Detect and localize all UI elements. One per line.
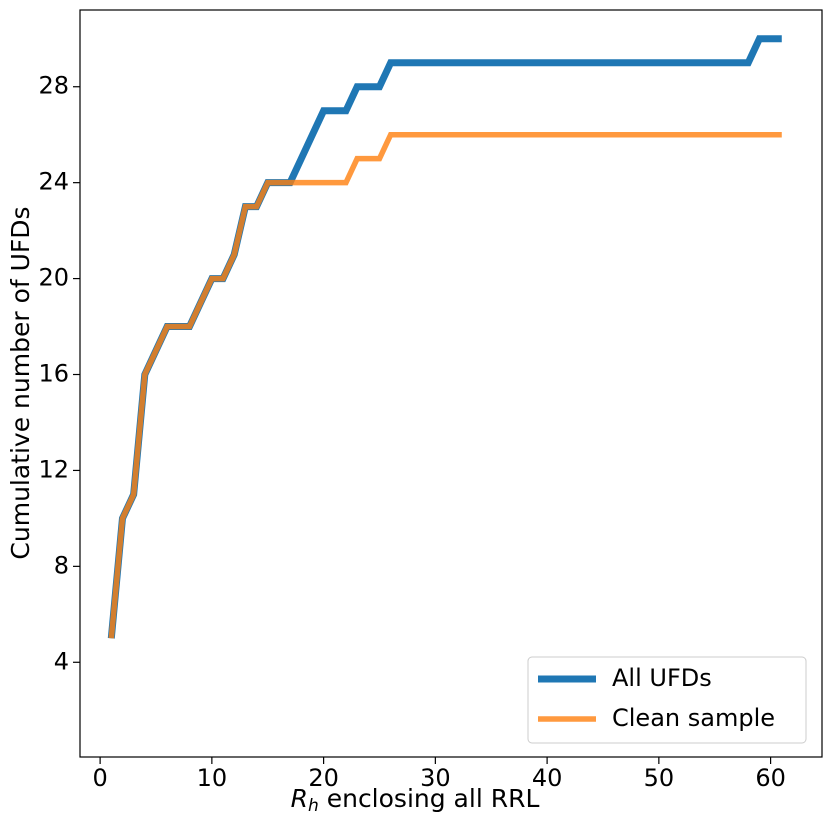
y-tick-label: 28 (38, 72, 69, 100)
y-tick-label: 12 (38, 455, 69, 483)
x-tick-label: 40 (532, 764, 563, 792)
y-tick-label: 16 (38, 360, 69, 388)
legend-box (527, 656, 807, 744)
y-tick-label: 8 (54, 551, 69, 579)
x-label-sub: h (308, 796, 319, 816)
x-tick-label: 20 (308, 764, 339, 792)
x-tick-label: 0 (92, 764, 107, 792)
y-tick-label: 24 (38, 168, 69, 196)
legend-label: Clean sample (612, 704, 775, 732)
series-line (108, 131, 782, 639)
x-tick-label: 30 (420, 764, 451, 792)
x-axis-label: Rh enclosing all RRL (291, 784, 540, 816)
x-label-var: R (291, 784, 308, 813)
x-tick-label: 10 (197, 764, 228, 792)
y-tick-label: 20 (38, 264, 69, 292)
legend-label: All UFDs (612, 664, 712, 692)
y-tick-label: 4 (54, 647, 69, 675)
x-tick-label: 60 (755, 764, 786, 792)
y-axis-label: Cumulative number of UFDs (6, 206, 35, 559)
plot-frame (79, 9, 823, 758)
x-label-text: enclosing all RRL (319, 784, 540, 813)
x-tick-label: 50 (644, 764, 675, 792)
series-line (107, 35, 782, 639)
